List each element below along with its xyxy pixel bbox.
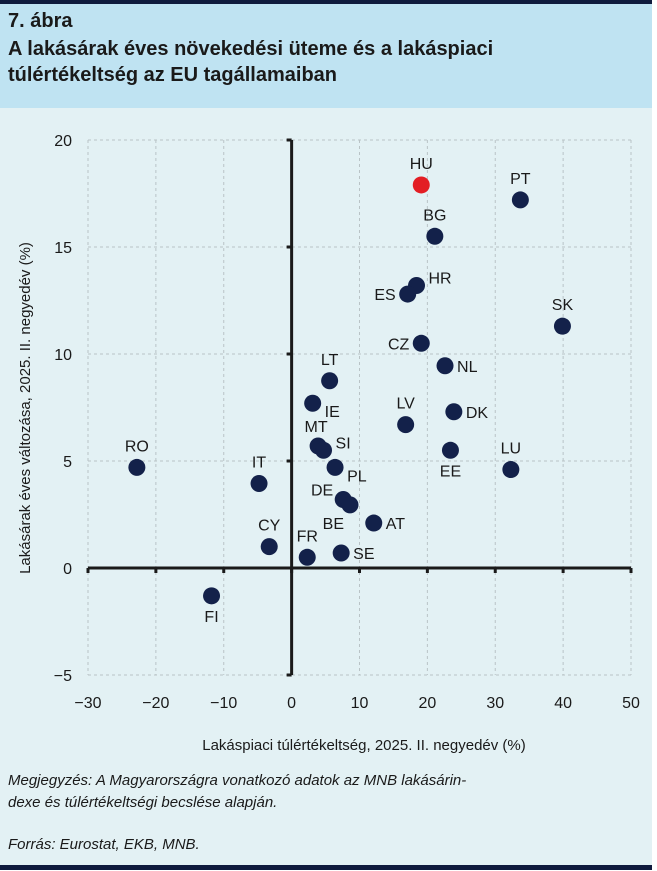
- point-label-nl: NL: [457, 359, 478, 376]
- data-point-be: [341, 496, 359, 514]
- figure-title-line-2: túlértékeltség az EU tagállamaiban: [8, 64, 338, 86]
- data-point-es: [399, 285, 417, 303]
- figure-header: 7. ábra A lakásárak éves növekedési ütem…: [0, 4, 652, 108]
- data-point-lt: [321, 372, 339, 390]
- data-point-se: [332, 544, 350, 562]
- data-point-dk: [445, 403, 463, 421]
- figure-title: A lakásárak éves növekedési üteme és a l…: [8, 36, 648, 88]
- data-point-ie: [304, 394, 322, 412]
- data-point-fr: [298, 548, 316, 566]
- data-point-pl: [326, 458, 344, 476]
- point-labels: HU PT BG HR ES SK CZ NL LT IE DK LV MT SI EE LU PL RO IT DE…: [125, 156, 574, 626]
- x-axis-label: Lakáspiaci túlértékeltség, 2025. II. neg…: [202, 737, 526, 754]
- figure-number: 7. ábra: [8, 10, 73, 32]
- data-point-hu: [412, 176, 430, 194]
- point-label-hu: HU: [410, 156, 433, 173]
- point-label-it: IT: [252, 454, 266, 471]
- data-point-ro: [128, 458, 146, 476]
- data-point-at: [365, 514, 383, 532]
- x-tick-label: 20: [418, 695, 436, 712]
- data-point-cy: [260, 538, 278, 556]
- note-line-1: Megjegyzés: A Magyarországra vonatkozó a…: [8, 772, 467, 789]
- figure-title-line-1: A lakásárak éves növekedési üteme és a l…: [8, 38, 494, 60]
- x-tick-label: −20: [142, 695, 169, 712]
- data-point-it: [250, 474, 268, 492]
- data-point-sk: [553, 317, 571, 335]
- point-label-es: ES: [374, 287, 395, 304]
- point-label-cy: CY: [258, 518, 281, 535]
- point-label-pt: PT: [510, 171, 531, 188]
- point-label-at: AT: [386, 516, 405, 533]
- data-point-pt: [511, 191, 529, 209]
- point-label-mt: MT: [305, 419, 328, 436]
- point-label-se: SE: [353, 546, 374, 563]
- point-label-ee: EE: [440, 463, 461, 480]
- point-label-sk: SK: [552, 297, 574, 314]
- point-label-lu: LU: [501, 441, 521, 458]
- x-tick-label: 50: [622, 695, 640, 712]
- axes: [86, 138, 633, 677]
- point-label-fr: FR: [297, 528, 318, 545]
- data-point-fi: [203, 587, 221, 605]
- point-label-bg: BG: [423, 207, 446, 224]
- point-label-lt: LT: [321, 352, 339, 369]
- data-point-cz: [412, 334, 430, 352]
- point-label-hr: HR: [429, 271, 452, 288]
- x-tick-label: 10: [351, 695, 369, 712]
- data-point-bg: [426, 227, 444, 245]
- data-point-si: [315, 441, 333, 459]
- point-label-ie: IE: [325, 404, 340, 421]
- grid-lines: [87, 139, 632, 676]
- point-label-fi: FI: [204, 609, 218, 626]
- point-label-pl: PL: [347, 468, 367, 485]
- source: Forrás: Eurostat, EKB, MNB.: [8, 836, 200, 853]
- x-tick-label: 40: [554, 695, 572, 712]
- x-tick-label: 30: [486, 695, 504, 712]
- point-label-be: BE: [323, 516, 344, 533]
- y-tick-label: 0: [63, 561, 72, 578]
- data-point-lv: [397, 416, 415, 434]
- y-tick-label: 20: [54, 133, 72, 150]
- top-border: [0, 0, 652, 4]
- tick-labels: −30 −20 −10 0 10 20 30 40 50 −5 0 5 10 15 20: [54, 133, 640, 712]
- x-tick-label: −10: [210, 695, 237, 712]
- y-tick-label: 15: [54, 240, 72, 257]
- note-line-2: dexe és túlértékeltségi becslése alapján…: [8, 794, 278, 811]
- point-label-si: SI: [336, 435, 351, 452]
- chart-panel: [0, 108, 652, 865]
- data-point-ee: [441, 441, 459, 459]
- point-label-cz: CZ: [388, 336, 410, 353]
- bottom-border: [0, 865, 652, 870]
- y-tick-label: −5: [54, 668, 72, 685]
- x-tick-label: 0: [287, 695, 296, 712]
- point-label-de: DE: [311, 483, 333, 500]
- y-tick-label: 10: [54, 347, 72, 364]
- data-points: [128, 176, 571, 605]
- point-label-lv: LV: [396, 396, 415, 413]
- point-label-dk: DK: [466, 405, 489, 422]
- x-tick-label: −30: [74, 695, 101, 712]
- note: Megjegyzés: A Magyarországra vonatkozó a…: [8, 770, 466, 814]
- point-label-ro: RO: [125, 438, 149, 455]
- data-point-nl: [436, 357, 454, 375]
- y-axis-label: Lakásárak éves változása, 2025. II. negy…: [17, 242, 34, 574]
- y-tick-label: 5: [63, 454, 72, 471]
- data-point-lu: [502, 461, 520, 479]
